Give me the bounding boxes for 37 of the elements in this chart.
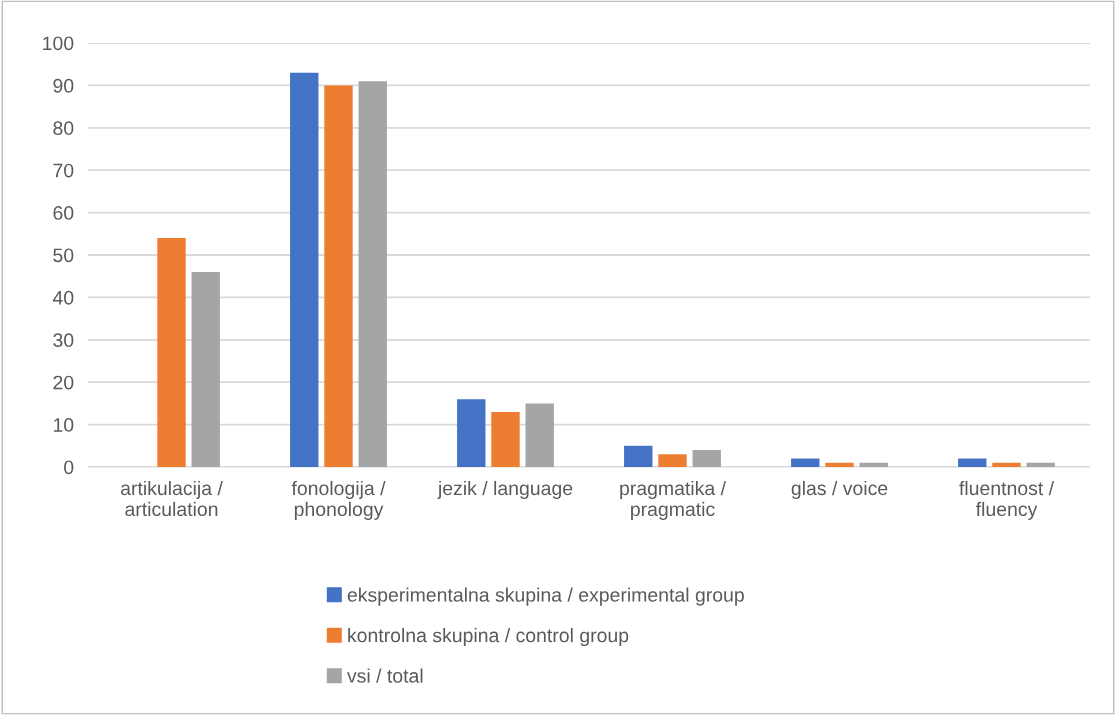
bar [491, 411, 520, 467]
bar [358, 81, 387, 467]
y-tick-label: 20 [53, 375, 74, 390]
bar [791, 458, 820, 467]
bar [825, 462, 854, 467]
bar [958, 458, 987, 467]
y-tick-label: 0 [64, 460, 74, 475]
legend-label: eksperimentalna skupina / experimental group [347, 587, 744, 606]
bar [624, 445, 653, 467]
x-tick-label: jezik / language [437, 480, 573, 500]
bar [992, 462, 1021, 467]
y-tick-label: 10 [53, 418, 74, 432]
legend-label: kontrolna skupina / control group [348, 627, 629, 647]
bar [290, 72, 319, 467]
x-tick-label: artikulacija / articulation [121, 480, 223, 517]
bar [859, 462, 888, 467]
y-tick-label: 70 [53, 163, 74, 178]
y-tick-label: 80 [53, 121, 74, 136]
bar [324, 85, 353, 467]
bar [157, 238, 186, 467]
bar [457, 399, 486, 467]
bar [191, 271, 220, 467]
y-tick-label: 100 [43, 36, 74, 51]
bar [1026, 462, 1055, 467]
bar [658, 454, 687, 467]
bar [692, 450, 721, 467]
bar [525, 403, 554, 467]
y-tick-label: 50 [53, 248, 74, 263]
y-tick-label: 30 [53, 333, 74, 348]
x-tick-label: pragmatika / pragmatic [620, 480, 726, 520]
x-tick-label: fluentnost / fluency [959, 480, 1055, 520]
x-tick-label: glas / voice [791, 480, 888, 500]
y-tick-label: 90 [53, 78, 74, 93]
y-tick-label: 60 [53, 206, 74, 220]
x-tick-label: fonologija / phonology [291, 480, 386, 520]
legend-label: vsi / total [347, 668, 423, 683]
y-tick-label: 40 [52, 290, 74, 305]
